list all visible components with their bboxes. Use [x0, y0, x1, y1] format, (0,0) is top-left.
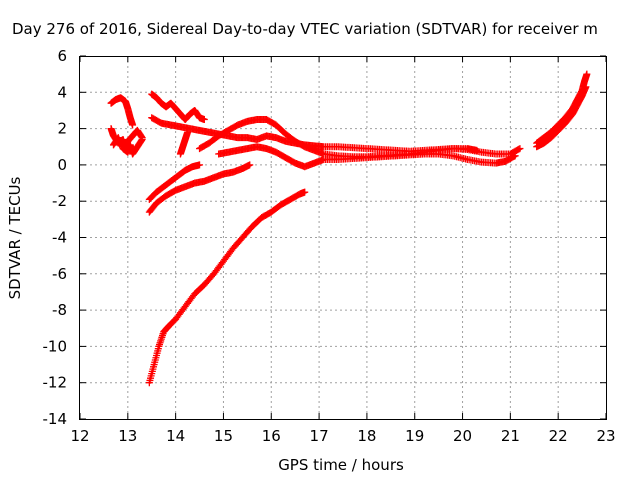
data-point [301, 188, 309, 196]
data-point [200, 116, 208, 124]
series-track-a [107, 94, 137, 129]
data-point [516, 145, 524, 153]
series-track-d [148, 90, 208, 124]
y-tick-label: 6 [57, 47, 67, 65]
y-tick-label: -2 [52, 192, 67, 210]
x-tick-label: 18 [357, 427, 376, 445]
y-tick-label: -8 [52, 301, 67, 319]
data-point [511, 152, 519, 160]
data-point [510, 153, 518, 161]
series-track-c [109, 134, 146, 158]
data-point [582, 83, 590, 91]
y-tick-label: 4 [57, 83, 67, 101]
data-point [473, 146, 481, 154]
data-point [138, 135, 146, 143]
y-tick-label: -12 [43, 374, 68, 392]
x-tick-label: 22 [549, 427, 568, 445]
series-track-e [176, 128, 192, 158]
series-track-m [533, 83, 590, 151]
series-track-l [533, 70, 591, 147]
x-tick-label: 15 [214, 427, 233, 445]
x-tick-label: 20 [453, 427, 472, 445]
data-point [515, 145, 523, 153]
y-tick-label: 0 [57, 156, 67, 174]
y-tick-label: -14 [43, 410, 68, 428]
series-track-f [148, 114, 524, 158]
x-tick-label: 17 [310, 427, 329, 445]
axis-ticks: 12 13 14 15 16 17 18 19 20 21 22 23-14-12-10-8-6-4-… [43, 47, 616, 445]
data-point [246, 161, 254, 169]
y-tick-label: -4 [52, 229, 67, 247]
x-tick-label: 21 [501, 427, 520, 445]
series-track-k [145, 188, 309, 387]
data-point [129, 121, 137, 129]
series-track-i [145, 161, 204, 203]
series-track-j [145, 161, 254, 216]
data-point [196, 161, 204, 169]
y-tick-label: -10 [43, 337, 68, 355]
y-axis-label: SDTVAR / TECUs [6, 176, 24, 299]
x-tick-label: 23 [596, 427, 615, 445]
y-tick-label: 2 [57, 120, 67, 138]
plot-frame [79, 56, 607, 420]
series-track-h [215, 143, 519, 171]
data-point [583, 70, 591, 78]
y-tick-label: -6 [52, 265, 67, 283]
chart-title: Day 276 of 2016, Sidereal Day-to-day VTE… [12, 20, 598, 38]
x-tick-label: 13 [118, 427, 137, 445]
x-tick-label: 14 [166, 427, 185, 445]
x-axis-label: GPS time / hours [278, 456, 404, 474]
grid-lines [80, 56, 606, 419]
data-points [107, 70, 591, 387]
x-tick-label: 19 [405, 427, 424, 445]
x-tick-label: 12 [70, 427, 89, 445]
x-tick-label: 16 [262, 427, 281, 445]
